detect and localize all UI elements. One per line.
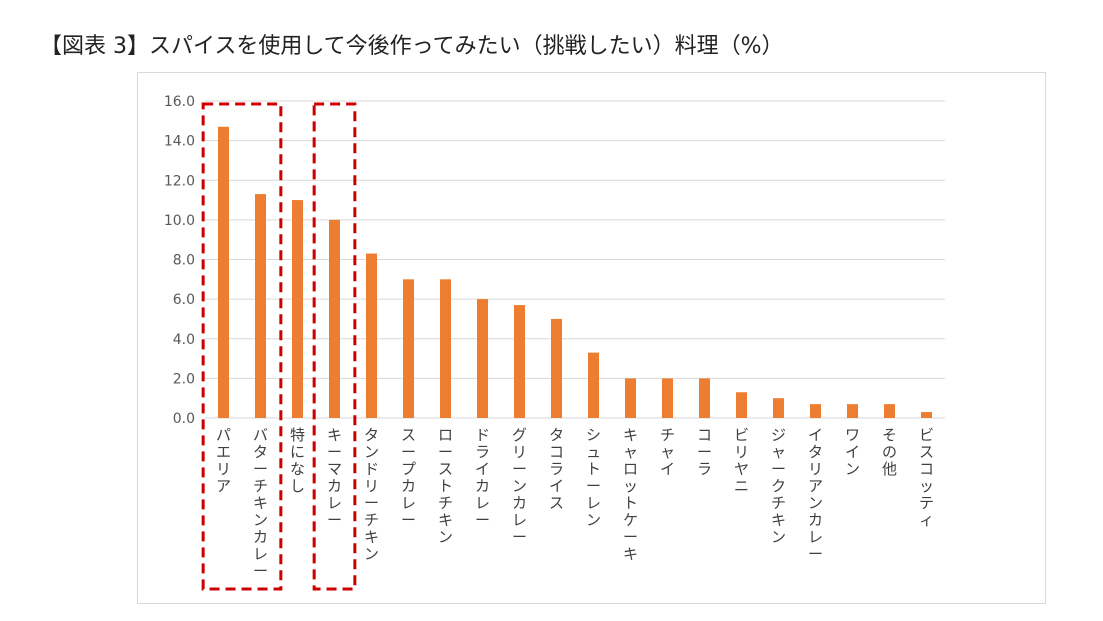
bar-2 — [292, 200, 303, 418]
y-tick-label: 4.0 — [173, 332, 195, 348]
bar-12 — [662, 378, 673, 418]
x-category-label: 特になし — [290, 426, 305, 495]
x-category-label: パエリア — [216, 426, 231, 495]
highlight-box-1 — [312, 102, 357, 591]
y-axis-ticks: 0.0 2.0 4.0 6.0 8.0 10.0 12.0 14.0 16.0 — [164, 94, 195, 427]
x-category-label: チャイ — [660, 426, 675, 478]
bar-8 — [514, 305, 525, 418]
x-category-label: ワイン — [845, 426, 860, 478]
bar-4 — [366, 253, 377, 418]
x-category-label: タコライス — [549, 426, 564, 512]
y-tick-label: 8.0 — [173, 253, 195, 269]
bar-5 — [403, 279, 414, 418]
bar-6 — [440, 279, 451, 418]
x-category-label: ジャークチキン — [771, 426, 786, 546]
x-category-label: シュトーレン — [586, 426, 601, 529]
y-tick-label: 12.0 — [164, 173, 195, 189]
bar-17 — [847, 404, 858, 418]
bar-15 — [773, 398, 784, 418]
highlight-box-0 — [201, 102, 283, 591]
x-category-label: その他 — [882, 426, 897, 478]
bar-19 — [921, 412, 932, 418]
x-category-label: ローストチキン — [438, 426, 453, 546]
y-tick-label: 2.0 — [173, 371, 195, 387]
x-category-label: イタリアンカレー — [808, 426, 823, 563]
bar-1 — [255, 194, 266, 418]
y-tick-label: 16.0 — [164, 94, 195, 110]
bar-0 — [218, 126, 229, 418]
x-category-label: ビリヤニ — [734, 426, 749, 495]
x-category-label: タンドリーチキン — [364, 426, 379, 563]
bar-14 — [736, 392, 747, 418]
x-axis-categories: パエリア バターチキンカレー 特になし キーマカレー タンドリーチキン スープカレー ロース… — [216, 426, 934, 580]
bar-10 — [588, 352, 599, 418]
x-category-label: バターチキンカレー — [253, 426, 268, 580]
bar-18 — [884, 404, 895, 418]
bar-13 — [699, 378, 710, 418]
y-tick-label: 10.0 — [164, 213, 195, 229]
bar-11 — [625, 378, 636, 418]
x-category-label: コーラ — [697, 426, 712, 478]
bar-3 — [329, 219, 340, 418]
bar-chart: 0.0 2.0 4.0 6.0 8.0 10.0 12.0 14.0 16.0 パエリア バターチ… — [164, 94, 945, 591]
gridlines — [205, 100, 945, 419]
x-category-label: キャロットケーキ — [623, 426, 638, 563]
bar-9 — [551, 318, 562, 418]
bars — [218, 126, 932, 418]
highlight-boxes — [201, 102, 357, 591]
y-tick-label: 6.0 — [173, 292, 195, 308]
x-category-label: ドライカレー — [475, 426, 490, 529]
page-title: 【図表 3】スパイスを使用して今後作ってみたい（挑戦したい）料理（%） — [40, 34, 784, 59]
x-category-label: スープカレー — [401, 426, 416, 529]
x-category-label: キーマカレー — [327, 426, 342, 529]
x-category-label: ビスコッティ — [919, 426, 934, 529]
y-tick-label: 0.0 — [173, 411, 195, 427]
chart-frame: 0.0 2.0 4.0 6.0 8.0 10.0 12.0 14.0 16.0 パエリア バターチ… — [137, 72, 1046, 604]
y-tick-label: 14.0 — [164, 134, 195, 150]
bar-7 — [477, 299, 488, 418]
bar-16 — [810, 404, 821, 418]
x-category-label: グリーンカレー — [512, 426, 527, 546]
